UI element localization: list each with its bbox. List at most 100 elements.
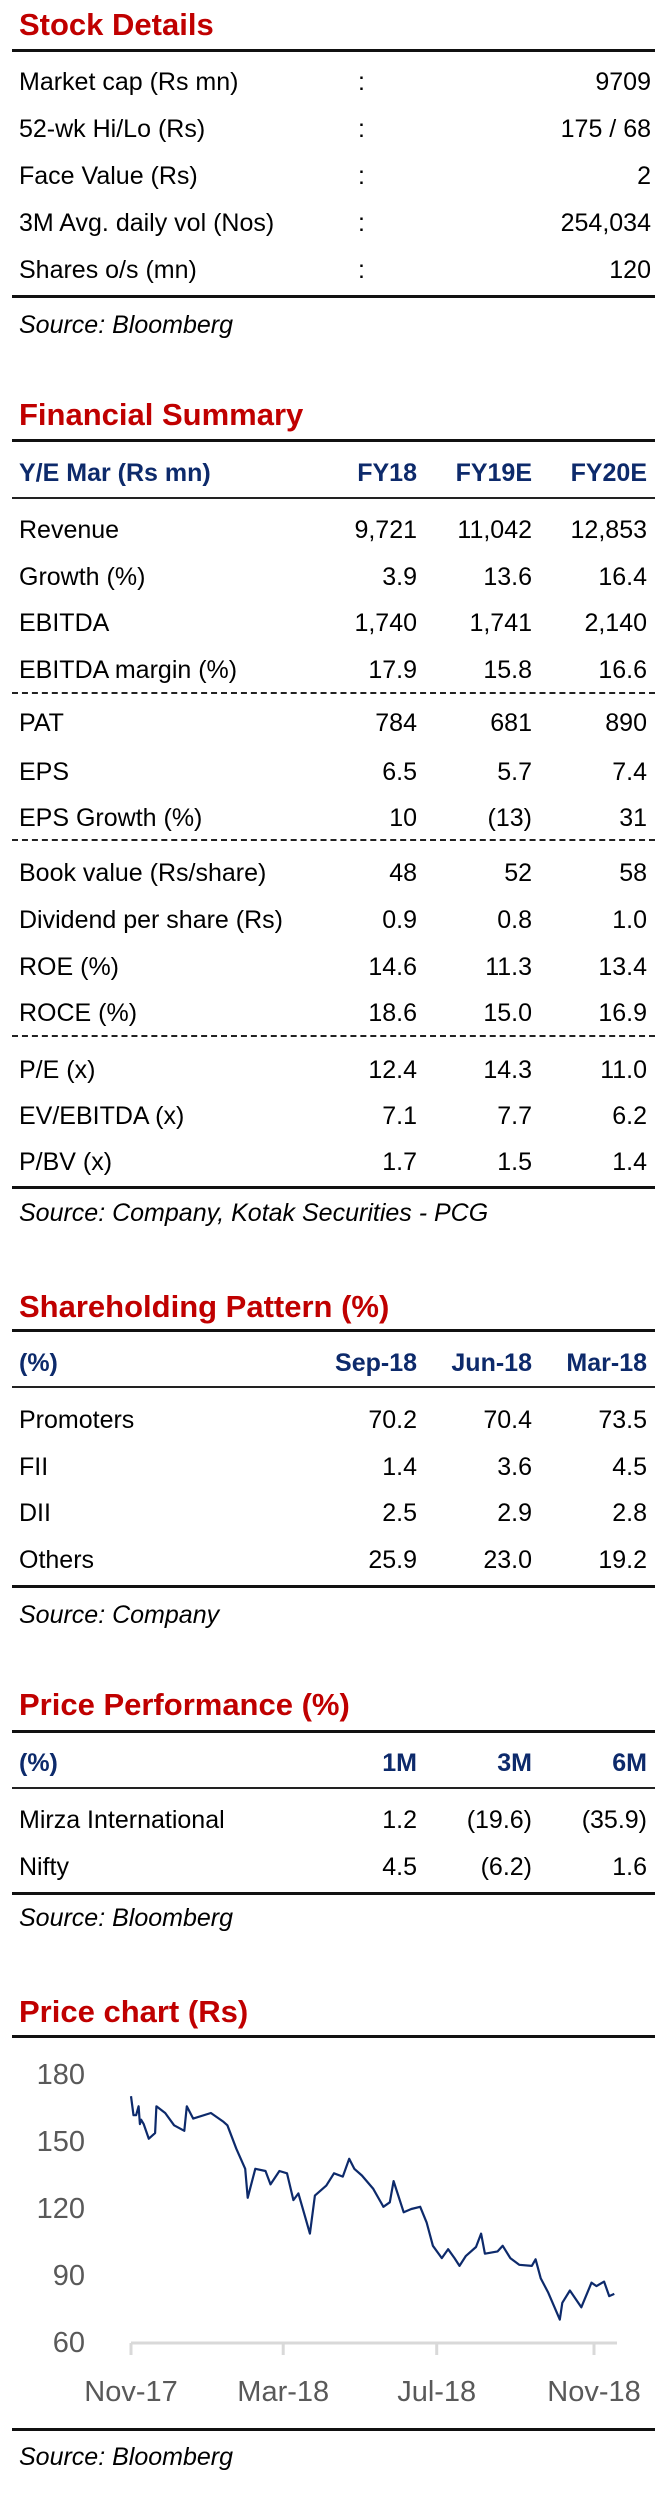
financial-summary-cell: 11.3	[485, 953, 532, 981]
shareholding-pattern-top-rule	[12, 1329, 655, 1332]
shareholding-pattern-source: Source: Company	[19, 1601, 220, 1629]
shareholding-pattern-column-header: Mar-18	[566, 1349, 647, 1377]
financial-summary-row-label: EBITDA	[19, 609, 110, 637]
price-performance-top-rule	[12, 1730, 655, 1733]
financial-summary-cell: 48	[389, 859, 417, 887]
financial-summary-cell: 16.6	[598, 656, 647, 684]
y-axis-tick-label: 120	[36, 2193, 85, 2225]
price-performance-cell: 1.6	[612, 1853, 647, 1881]
financial-summary-source: Source: Company, Kotak Securities - PCG	[19, 1199, 489, 1227]
stock-detail-label: 3M Avg. daily vol (Nos)	[19, 209, 275, 237]
shareholding-pattern-row-label: DII	[19, 1499, 51, 1527]
financial-summary-column-header: FY18	[357, 459, 417, 487]
financial-summary-top-rule	[12, 439, 655, 442]
stock-detail-separator: :	[358, 68, 365, 96]
stock-detail-label: Market cap (Rs mn)	[19, 68, 239, 96]
financial-summary-row-label: P/E (x)	[19, 1056, 96, 1084]
financial-summary-row-label: EBITDA margin (%)	[19, 656, 238, 684]
financial-summary-title: Financial Summary	[19, 397, 304, 432]
financial-summary-cell: 1.7	[382, 1148, 417, 1176]
financial-summary-cell: (13)	[487, 804, 532, 832]
stock-detail-separator: :	[358, 256, 365, 284]
financial-summary-row-label: Revenue	[19, 516, 120, 544]
shareholding-pattern-cell: 19.2	[598, 1546, 647, 1574]
financial-summary-column-header: FY20E	[570, 459, 647, 487]
financial-summary-cell: 11.0	[600, 1056, 647, 1084]
financial-summary-group-divider	[12, 692, 655, 694]
shareholding-pattern-title: Shareholding Pattern (%)	[19, 1289, 390, 1324]
price-performance-cell: (35.9)	[581, 1806, 647, 1834]
shareholding-pattern-cell: 2.9	[497, 1499, 532, 1527]
shareholding-pattern-column-header: Jun-18	[451, 1349, 532, 1377]
financial-summary-cell: 13.4	[598, 953, 647, 981]
financial-summary-cell: 14.6	[368, 953, 417, 981]
price-performance-column-header: 1M	[382, 1749, 417, 1777]
price-performance-row-label: Nifty	[19, 1853, 69, 1881]
stock-detail-label: Face Value (Rs)	[19, 162, 198, 190]
financial-summary-bottom-rule	[12, 1186, 655, 1189]
financial-summary-cell: 681	[490, 709, 532, 737]
price-performance-cell: 4.5	[382, 1853, 417, 1881]
shareholding-pattern-bottom-rule	[12, 1585, 655, 1588]
financial-summary-row-label: EV/EBITDA (x)	[19, 1102, 185, 1130]
stock-detail-value: 120	[609, 256, 651, 284]
financial-summary-cell: 11,042	[457, 516, 532, 544]
financial-summary-cell: 18.6	[368, 999, 417, 1027]
stock-detail-value: 254,034	[560, 209, 651, 237]
stock-detail-value: 175 / 68	[560, 115, 651, 143]
shareholding-pattern-row-label: FII	[19, 1453, 49, 1481]
x-axis-tick-label: Jul-18	[397, 2376, 477, 2408]
price-performance-header-label: (%)	[19, 1749, 58, 1777]
price-chart-bottom-rule	[12, 2428, 655, 2431]
stock-details-top-rule	[12, 49, 655, 52]
financial-summary-cell: 1.5	[497, 1148, 532, 1176]
x-axis-tick-label: Nov-17	[84, 2376, 178, 2408]
price-performance-column-header: 3M	[497, 1749, 532, 1777]
shareholding-pattern-header-rule	[12, 1386, 655, 1388]
financial-summary-cell: 15.8	[483, 656, 532, 684]
financial-summary-cell: 3.9	[382, 563, 417, 591]
shareholding-pattern-cell: 25.9	[368, 1546, 417, 1574]
financial-summary-cell: 16.4	[598, 563, 647, 591]
financial-summary-group-divider	[12, 1035, 655, 1037]
stock-details-source: Source: Bloomberg	[19, 311, 234, 339]
financial-summary-cell: 12,853	[570, 516, 647, 544]
price-performance-cell: 1.2	[382, 1806, 417, 1834]
price-performance-cell: (19.6)	[466, 1806, 532, 1834]
financial-summary-row-label: EPS	[19, 758, 70, 786]
financial-summary-cell: 31	[619, 804, 647, 832]
price-chart-top-rule	[12, 2035, 655, 2038]
shareholding-pattern-cell: 73.5	[598, 1406, 647, 1434]
price-performance-cell: (6.2)	[480, 1853, 532, 1881]
financial-summary-cell: 7.1	[382, 1102, 417, 1130]
price-performance-source: Source: Bloomberg	[19, 1904, 234, 1932]
stock-detail-label: Shares o/s (mn)	[19, 256, 197, 284]
financial-summary-cell: 58	[619, 859, 647, 887]
shareholding-pattern-cell: 70.4	[483, 1406, 532, 1434]
financial-summary-group-divider	[12, 839, 655, 841]
shareholding-pattern-cell: 70.2	[368, 1406, 417, 1434]
shareholding-pattern-cell: 2.5	[382, 1499, 417, 1527]
stock-detail-separator: :	[358, 162, 365, 190]
stock-details-bottom-rule	[12, 295, 655, 298]
y-axis-tick-label: 180	[36, 2059, 85, 2091]
financial-summary-cell: 1,740	[354, 609, 417, 637]
financial-summary-cell: 890	[605, 709, 647, 737]
financial-summary-cell: 12.4	[368, 1056, 417, 1084]
shareholding-pattern-cell: 1.4	[382, 1453, 417, 1481]
financial-summary-cell: 15.0	[483, 999, 532, 1027]
financial-summary-cell: 7.4	[612, 758, 647, 786]
financial-summary-cell: 52	[504, 859, 532, 887]
financial-summary-cell: 1.4	[612, 1148, 647, 1176]
financial-summary-cell: 2,140	[584, 609, 647, 637]
shareholding-pattern-row-label: Others	[19, 1546, 95, 1574]
price-performance-title: Price Performance (%)	[19, 1687, 350, 1722]
price-performance-row-label: Mirza International	[19, 1806, 225, 1834]
financial-summary-cell: 5.7	[497, 758, 532, 786]
shareholding-pattern-cell: 4.5	[612, 1453, 647, 1481]
y-axis-tick-label: 90	[52, 2260, 85, 2292]
financial-summary-cell: 6.5	[382, 758, 417, 786]
financial-summary-row-label: PAT	[19, 709, 64, 737]
financial-summary-row-label: Book value (Rs/share)	[19, 859, 267, 887]
